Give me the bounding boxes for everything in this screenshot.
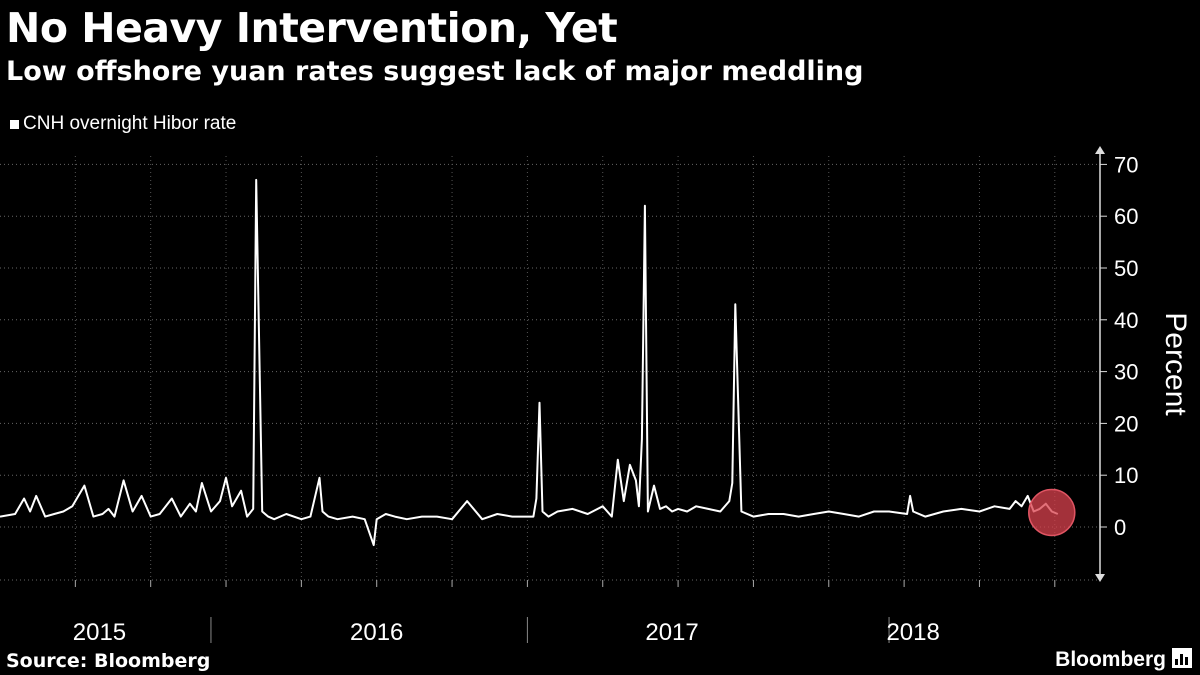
bloomberg-chart-icon: [1172, 648, 1192, 668]
y-axis-label: Percent: [1159, 312, 1192, 416]
x-tick-label-2015: 2015: [73, 619, 126, 646]
y-axis-arrow-bottom: [1095, 574, 1105, 582]
y-tick-label: 60: [1114, 204, 1138, 229]
chart-subtitle: Low offshore yuan rates suggest lack of …: [6, 56, 864, 87]
x-tick-label-2018: 2018: [886, 619, 939, 646]
y-axis-arrow-top: [1095, 146, 1105, 154]
series-line-cnh-hibor: [0, 178, 1059, 547]
y-tick-label: 10: [1114, 463, 1138, 488]
highlight-circle: [1028, 488, 1076, 537]
y-tick-label: 40: [1114, 308, 1138, 333]
y-tick-label: 20: [1114, 411, 1138, 436]
legend-swatch: [10, 119, 19, 129]
x-tick-label-2017: 2017: [645, 619, 698, 646]
legend: CNH overnight Hibor rate: [10, 113, 236, 135]
y-tick-label: 30: [1114, 360, 1138, 385]
source-note: Source: Bloomberg: [6, 650, 211, 672]
x-tick-label-2016: 2016: [350, 619, 403, 646]
brand-logo-text: Bloomberg: [1055, 648, 1166, 671]
chart-title: No Heavy Intervention, Yet: [6, 4, 618, 52]
y-tick-label: 70: [1114, 152, 1138, 177]
y-tick-label: 50: [1114, 256, 1138, 281]
legend-label: CNH overnight Hibor rate: [23, 113, 237, 134]
y-tick-label: 0: [1114, 515, 1126, 540]
